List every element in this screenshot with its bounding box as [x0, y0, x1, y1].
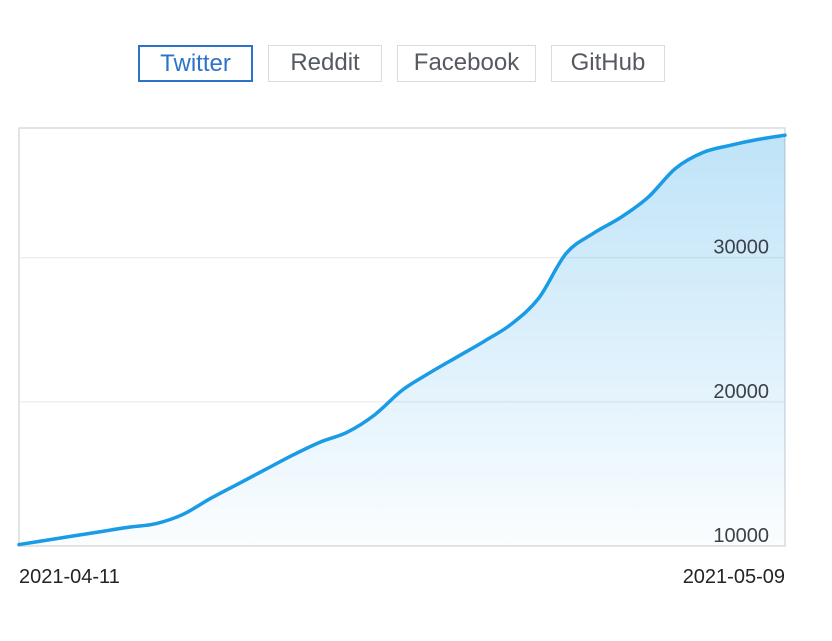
source-tabs: Twitter Reddit Facebook GitHub — [0, 45, 832, 85]
series-area — [19, 135, 785, 546]
tab-twitter[interactable]: Twitter — [138, 45, 253, 82]
y-tick-label: 10000 — [713, 525, 769, 547]
y-tick-label: 30000 — [713, 237, 769, 259]
x-tick-label: 2021-05-09 — [683, 566, 785, 588]
tab-facebook[interactable]: Facebook — [397, 45, 536, 82]
y-tick-label: 20000 — [713, 381, 769, 403]
tab-reddit[interactable]: Reddit — [268, 45, 382, 82]
x-tick-label: 2021-04-11 — [19, 566, 120, 588]
series-line — [17, 133, 787, 547]
tab-github[interactable]: GitHub — [551, 45, 665, 82]
